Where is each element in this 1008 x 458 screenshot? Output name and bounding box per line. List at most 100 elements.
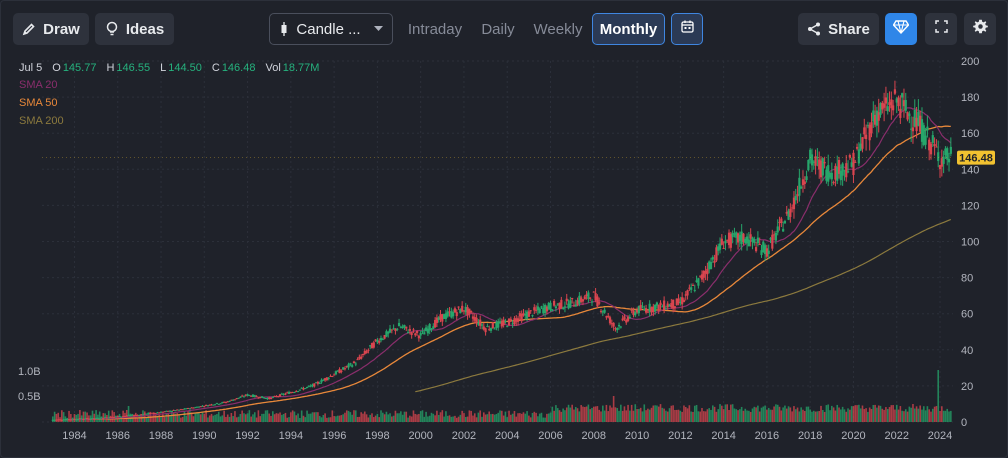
ideas-button[interactable]: Ideas — [95, 13, 174, 45]
candle-body — [803, 181, 806, 184]
volume-bar — [820, 405, 822, 422]
premium-button[interactable] — [885, 13, 917, 45]
candlestick-icon — [279, 21, 289, 37]
volume-bar — [618, 410, 620, 422]
volume-bar — [79, 410, 81, 422]
candle-body — [771, 234, 774, 249]
y-tick-label: 60 — [961, 309, 973, 321]
candle-body — [340, 370, 343, 373]
volume-bar — [724, 404, 727, 422]
candle-body — [69, 419, 72, 421]
candle-body — [376, 339, 379, 343]
candle-body — [796, 194, 799, 197]
share-button[interactable]: Share — [798, 13, 879, 45]
candle-body — [448, 311, 451, 313]
candle-body — [659, 302, 662, 306]
volume-bar — [917, 408, 920, 422]
tab-daily[interactable]: Daily — [481, 20, 515, 38]
candle-body — [522, 313, 525, 316]
candle-body — [733, 233, 736, 235]
volume-bar — [850, 406, 853, 422]
candle-body — [754, 247, 758, 252]
chart-type-dropdown[interactable]: Candle ... — [269, 13, 393, 45]
volume-bar — [154, 414, 157, 422]
volume-bar — [235, 417, 238, 422]
volume-bar — [199, 414, 202, 422]
candle-body — [385, 331, 388, 337]
date-range-button[interactable] — [671, 13, 703, 45]
volume-bar — [540, 412, 543, 422]
volume-bar — [196, 412, 198, 422]
volume-bar — [780, 410, 783, 422]
volume-bar — [876, 407, 878, 422]
volume-bar — [418, 413, 420, 422]
volume-bar — [737, 410, 739, 422]
settings-button[interactable] — [964, 13, 996, 45]
candle-body — [572, 305, 576, 307]
volume-bar — [214, 414, 216, 422]
volume-bar — [311, 412, 314, 422]
volume-bar — [625, 410, 628, 422]
candle-body — [744, 238, 747, 244]
legend-date: Jul 5 — [19, 62, 43, 74]
tab-intraday[interactable]: Intraday — [407, 20, 463, 38]
candle-body — [248, 394, 251, 396]
candle-body — [778, 221, 781, 223]
candle-body — [870, 122, 873, 134]
candle-body — [672, 299, 675, 309]
candle-body — [628, 317, 631, 319]
candle-body — [859, 143, 862, 151]
candle-body — [264, 397, 267, 399]
candle-body — [688, 287, 691, 289]
volume-bar — [486, 414, 489, 422]
candle-body — [125, 415, 128, 417]
chart-type-label: Candle ... — [296, 20, 361, 38]
candle-body — [120, 416, 123, 418]
candle-body — [471, 316, 475, 319]
volume-bar — [603, 410, 606, 422]
candle-body — [892, 105, 895, 111]
volume-bar — [591, 407, 593, 422]
volume-bar — [291, 410, 294, 422]
x-tick-label: 1986 — [105, 430, 129, 442]
candle-body — [823, 161, 826, 164]
volume-bar — [849, 409, 851, 422]
volume-bar — [187, 411, 189, 422]
candle-body — [917, 111, 920, 126]
candle-body — [751, 237, 754, 242]
volume-bar — [578, 411, 581, 422]
volume-bar — [814, 411, 817, 422]
candle-body — [473, 317, 476, 321]
candle-body — [673, 306, 677, 308]
candle-body — [316, 381, 319, 384]
tab-weekly[interactable]: Weekly — [533, 20, 583, 38]
volume-bar — [463, 413, 465, 422]
volume-bar — [508, 410, 510, 422]
candle-body — [226, 401, 229, 403]
candle-body — [311, 384, 314, 387]
volume-bar — [701, 407, 703, 422]
draw-button[interactable]: Draw — [13, 13, 89, 45]
candle-body — [886, 106, 889, 112]
volume-bar — [845, 411, 848, 422]
candle-body — [587, 292, 590, 299]
candle-body — [562, 307, 565, 309]
candle-body — [174, 410, 177, 412]
candle-body — [839, 170, 842, 181]
candle-body — [735, 232, 738, 238]
tab-monthly[interactable]: Monthly — [592, 13, 665, 45]
candle-body — [179, 409, 182, 411]
fullscreen-button[interactable] — [925, 13, 957, 45]
candle-body — [183, 408, 186, 410]
volume-bar — [562, 408, 564, 422]
volume-bar — [389, 413, 391, 422]
candle-body — [556, 303, 559, 305]
volume-bar — [892, 405, 894, 422]
candle-body — [818, 159, 821, 170]
volume-bar — [713, 406, 716, 422]
pencil-icon — [22, 22, 36, 36]
candle-body — [650, 307, 653, 313]
candle-body — [307, 385, 310, 387]
candle-body — [592, 291, 595, 293]
